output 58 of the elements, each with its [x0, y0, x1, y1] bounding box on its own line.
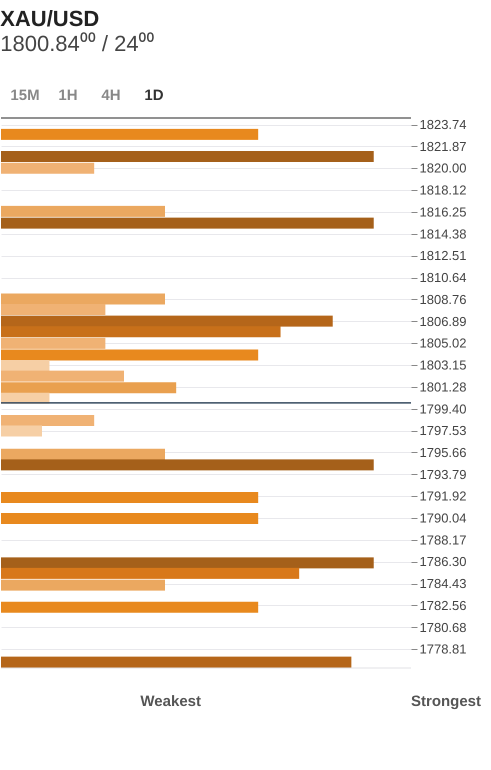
- y-tick-label: 1786.30: [420, 554, 466, 570]
- y-tick-label: 1820.00: [420, 160, 466, 176]
- bar: [1, 513, 258, 524]
- bar: [1, 338, 106, 349]
- text: Weakest: [140, 693, 202, 710]
- bar: [1, 350, 258, 361]
- bar: [1, 370, 124, 382]
- bar: [1, 151, 374, 162]
- bar: [1, 360, 50, 372]
- y-tick-label: 1810.64: [420, 270, 466, 286]
- text: 1D: [144, 87, 164, 104]
- y-tick-label: 1814.38: [420, 226, 466, 242]
- y-tick-label: 1788.17: [420, 532, 466, 548]
- y-tick-label: 1793.79: [420, 466, 466, 482]
- bar: [1, 304, 106, 316]
- bar: [1, 206, 165, 217]
- chart-title: XAU/USD: [0, 6, 100, 31]
- y-tick-label: 1791.92: [420, 488, 466, 504]
- text: 15M: [10, 87, 40, 104]
- bar: [1, 448, 165, 460]
- bar: [1, 128, 258, 140]
- chart-subtitle: 1800.84⁰⁰ / 24⁰⁰: [0, 31, 155, 56]
- text: Strongest: [411, 693, 482, 710]
- y-tick-label: 1803.15: [420, 357, 466, 372]
- y-tick-label: 1795.66: [420, 444, 466, 460]
- bar: [1, 580, 165, 591]
- y-tick-label: 1812.51: [420, 248, 466, 264]
- y-tick-label: 1790.04: [420, 510, 466, 526]
- y-tick-label: 1799.40: [420, 401, 466, 416]
- bar: [1, 656, 352, 668]
- bar: [1, 326, 281, 338]
- bar: [1, 294, 165, 304]
- bar: [1, 492, 258, 504]
- bar: [1, 218, 374, 229]
- bar: [1, 557, 374, 568]
- y-tick-label: 1782.56: [420, 598, 466, 613]
- bar: [1, 316, 333, 327]
- y-tick-label: 1805.02: [420, 336, 466, 351]
- text: 4H: [101, 87, 121, 104]
- y-tick-label: 1806.89: [420, 314, 466, 329]
- y-tick-label: 1816.25: [420, 204, 466, 220]
- y-tick-label: 1784.43: [420, 576, 466, 592]
- bar: [1, 602, 258, 613]
- bar: [1, 414, 94, 426]
- bar: [1, 162, 94, 174]
- y-tick-label: 1780.68: [420, 620, 466, 635]
- y-tick-label: 1818.12: [420, 182, 466, 198]
- y-tick-label: 1823.74: [420, 117, 466, 132]
- y-tick-label: 1778.81: [420, 642, 466, 657]
- bar: [1, 382, 176, 394]
- y-tick-label: 1808.76: [420, 292, 466, 307]
- y-tick-label: 1821.87: [420, 138, 466, 154]
- bar: [1, 459, 374, 470]
- text: 1H: [58, 87, 78, 104]
- bar: [1, 568, 300, 579]
- y-tick-label: 1797.53: [420, 423, 466, 438]
- y-tick-label: 1801.28: [420, 379, 466, 394]
- bar: [1, 425, 42, 436]
